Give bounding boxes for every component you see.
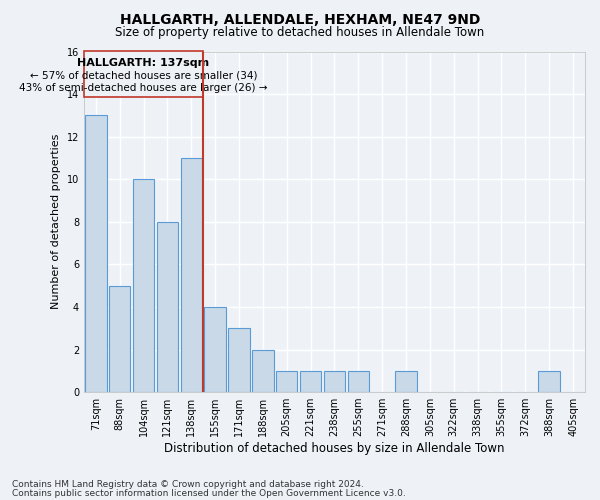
Bar <box>109 286 130 392</box>
Text: HALLGARTH: 137sqm: HALLGARTH: 137sqm <box>77 58 209 68</box>
Bar <box>205 307 226 392</box>
Bar <box>85 116 107 392</box>
Bar <box>395 371 417 392</box>
Bar <box>84 52 203 98</box>
Text: Size of property relative to detached houses in Allendale Town: Size of property relative to detached ho… <box>115 26 485 39</box>
Text: ← 57% of detached houses are smaller (34): ← 57% of detached houses are smaller (34… <box>30 71 257 81</box>
X-axis label: Distribution of detached houses by size in Allendale Town: Distribution of detached houses by size … <box>164 442 505 455</box>
Text: 43% of semi-detached houses are larger (26) →: 43% of semi-detached houses are larger (… <box>19 82 268 92</box>
Text: Contains HM Land Registry data © Crown copyright and database right 2024.: Contains HM Land Registry data © Crown c… <box>12 480 364 489</box>
Bar <box>300 371 322 392</box>
Bar <box>252 350 274 392</box>
Bar <box>347 371 369 392</box>
Bar <box>538 371 560 392</box>
Bar <box>276 371 298 392</box>
Bar <box>228 328 250 392</box>
Text: Contains public sector information licensed under the Open Government Licence v3: Contains public sector information licen… <box>12 490 406 498</box>
Bar <box>324 371 345 392</box>
Y-axis label: Number of detached properties: Number of detached properties <box>51 134 61 310</box>
Bar <box>157 222 178 392</box>
Text: HALLGARTH, ALLENDALE, HEXHAM, NE47 9ND: HALLGARTH, ALLENDALE, HEXHAM, NE47 9ND <box>120 12 480 26</box>
Bar <box>181 158 202 392</box>
Bar <box>133 179 154 392</box>
